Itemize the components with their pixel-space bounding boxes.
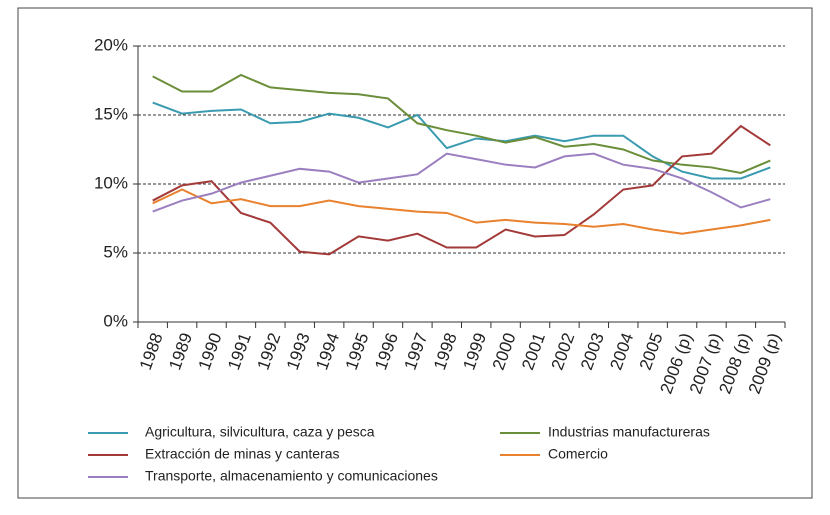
x-tick-label: 1988 [136, 330, 167, 372]
x-tick-label: 1996 [371, 330, 402, 372]
y-tick-label: 0% [103, 311, 128, 330]
series-line [152, 152, 771, 213]
legend-label: Agricultura, silvicultura, caza y pesca [145, 424, 375, 440]
x-tick-label: 2003 [577, 330, 608, 372]
y-tick-label: 15% [94, 104, 128, 123]
x-tick-label: 1991 [224, 330, 255, 372]
x-tick-label: 1989 [165, 330, 196, 372]
series-line [152, 124, 771, 256]
series-line [152, 73, 771, 174]
x-tick-label: 1993 [283, 330, 314, 372]
x-tick-label: 1990 [195, 330, 226, 372]
x-tick-label: 1995 [342, 330, 373, 372]
y-tick-label: 20% [94, 35, 128, 54]
x-tick-label: 2005 [636, 330, 667, 372]
frame [17, 7, 813, 499]
x-tick-label: 2002 [548, 330, 579, 372]
y-tick-label: 10% [94, 173, 128, 192]
x-tick-label: 1998 [430, 330, 461, 372]
x-tick-label: 1994 [312, 330, 343, 372]
x-tick-label: 2001 [518, 330, 549, 372]
x-tick-label: 1997 [401, 330, 432, 372]
legend-label: Transporte, almacenamiento y comunicacio… [145, 468, 438, 484]
y-tick-label: 5% [103, 242, 128, 261]
series-line [152, 101, 771, 180]
x-tick-label: 2004 [606, 330, 637, 372]
x-tick-label: 1992 [254, 330, 285, 372]
x-tick-label: 1999 [459, 330, 490, 372]
x-tick-label: 2000 [489, 330, 520, 372]
series-line [152, 188, 771, 235]
legend-label: Comercio [548, 446, 608, 462]
legend-label: Industrias manufactureras [548, 424, 710, 440]
legend-label: Extracción de minas y canteras [145, 446, 340, 462]
